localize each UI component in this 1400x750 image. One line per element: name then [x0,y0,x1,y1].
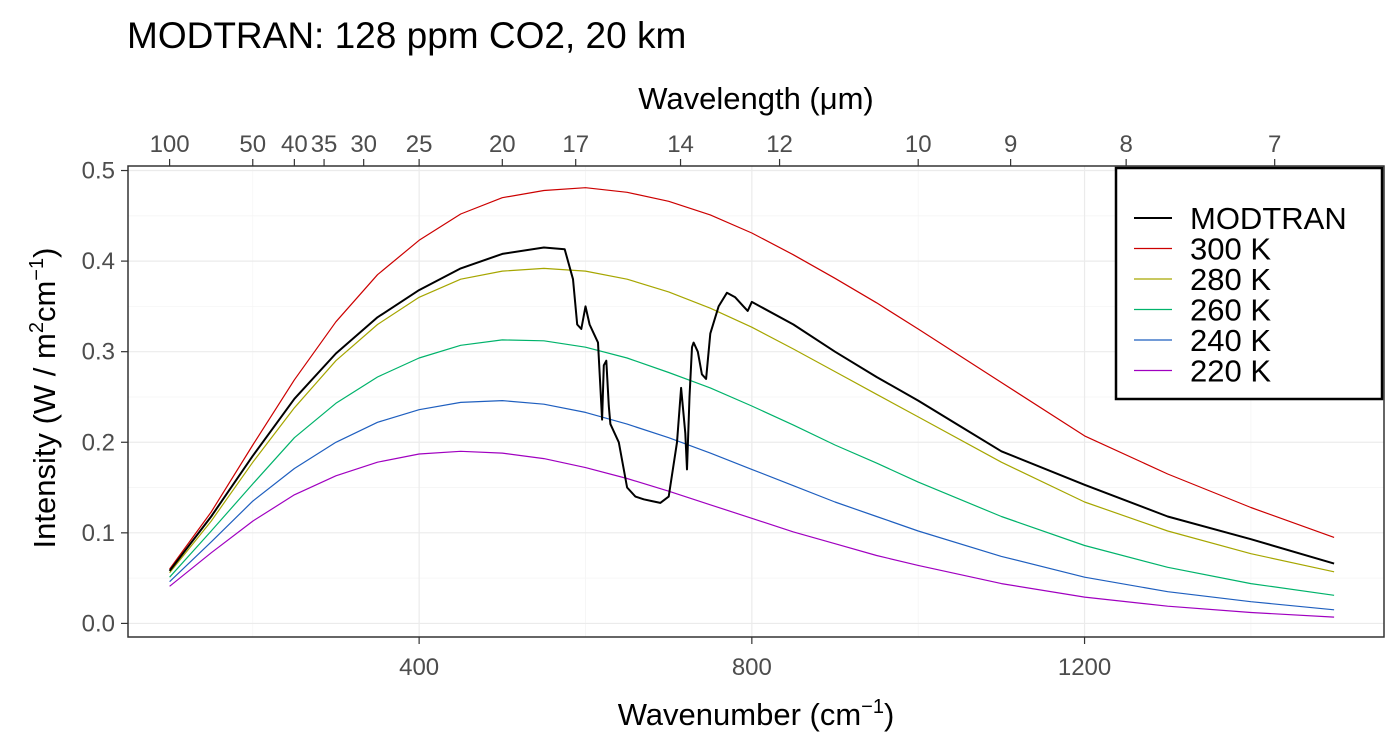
y-tick-label: 0.1 [82,520,115,547]
x-tick-label: 400 [399,654,439,681]
top-tick-label: 7 [1268,131,1281,158]
axis-layer: 400 800 1200 0.0 0.1 0.2 0.3 0.4 0.5 100 50 40 35 30 2… [82,131,1282,681]
legend-label-modtran: MODTRAN [1190,201,1347,236]
y-axis-title-text: Intensity (W / m [27,333,62,548]
y-axis-title-close: ) [27,248,62,258]
y-tick-label: 0.5 [82,158,115,185]
series-line-240-k [169,400,1335,611]
y-axis-title-mid: cm [27,281,62,322]
series-line-modtran [168,246,1335,572]
y-tick-label: 0.3 [82,339,115,366]
y-axis-title: Intensity (W / m2cm−1) [26,248,62,549]
y-tick-label: 0.2 [82,429,115,456]
x-axis-title-superscript: −1 [861,696,884,718]
top-tick-label: 40 [281,131,308,158]
legend-label-300-k: 300 K [1190,232,1271,267]
series-line-300-k [169,187,1335,570]
top-tick-label: 20 [489,131,516,158]
series-layer [168,187,1335,618]
x-axis-title-text: Wavenumber (cm [618,697,861,732]
series-line-260-k [169,339,1335,596]
top-tick-label: 25 [406,131,433,158]
x-axis-title: Wavenumber (cm−1) [618,696,895,732]
x-axis-title-close: ) [884,697,894,732]
x-tick-label: 800 [732,654,772,681]
legend-label-260-k: 260 K [1190,293,1271,328]
y-tick-label: 0.0 [82,610,115,637]
y-tick-label: 0.4 [82,248,115,275]
series-line-280-k [169,267,1335,574]
top-tick-label: 17 [562,131,589,158]
chart-title: MODTRAN: 128 ppm CO2, 20 km [127,15,686,56]
legend-box [1114,166,1384,401]
top-tick-label: 8 [1119,131,1132,158]
top-tick-label: 100 [150,131,190,158]
series-line-220-k [169,450,1335,618]
top-tick-label: 9 [1004,131,1017,158]
top-tick-label: 35 [311,131,338,158]
legend-label-240-k: 240 K [1190,323,1271,358]
top-tick-label: 30 [350,131,377,158]
top-tick-label: 12 [766,131,793,158]
y-axis-title-superscript-2: −1 [26,258,48,281]
y-axis-title-superscript-1: 2 [26,322,48,333]
top-tick-label: 50 [239,131,266,158]
panel-border [127,165,1385,638]
top-tick-label: 14 [667,131,694,158]
legend-label-220-k: 220 K [1190,354,1271,389]
top-tick-label: 10 [905,131,932,158]
legend-label-280-k: 280 K [1190,262,1271,297]
top-axis-title: Wavelength (μm) [638,81,874,116]
x-tick-label: 1200 [1058,654,1111,681]
